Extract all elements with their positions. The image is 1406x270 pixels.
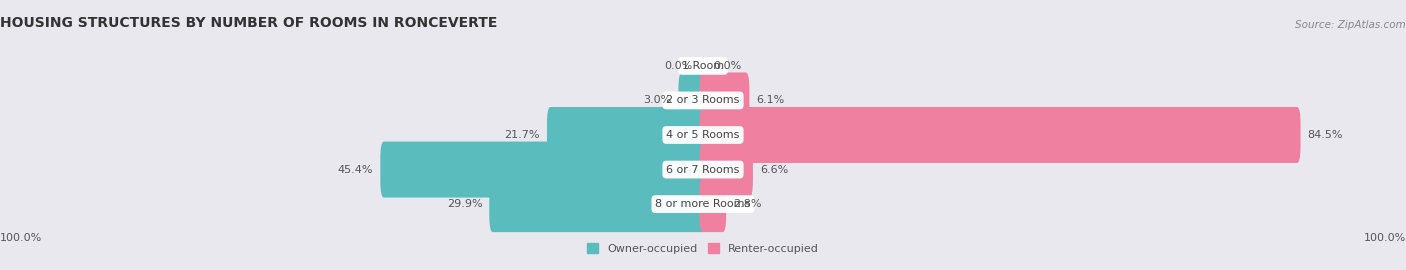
- Text: 1 Room: 1 Room: [682, 61, 724, 71]
- FancyBboxPatch shape: [0, 33, 1406, 168]
- Text: 100.0%: 100.0%: [0, 234, 42, 244]
- FancyBboxPatch shape: [380, 141, 707, 198]
- Text: 6.6%: 6.6%: [759, 164, 789, 175]
- Text: 45.4%: 45.4%: [337, 164, 374, 175]
- Text: 2.8%: 2.8%: [734, 199, 762, 209]
- Text: 100.0%: 100.0%: [1364, 234, 1406, 244]
- Text: 6 or 7 Rooms: 6 or 7 Rooms: [666, 164, 740, 175]
- Text: 0.0%: 0.0%: [664, 61, 693, 71]
- FancyBboxPatch shape: [547, 107, 707, 163]
- Text: 0.0%: 0.0%: [713, 61, 742, 71]
- Text: 3.0%: 3.0%: [643, 95, 672, 106]
- Text: 84.5%: 84.5%: [1308, 130, 1343, 140]
- Text: 8 or more Rooms: 8 or more Rooms: [655, 199, 751, 209]
- Legend: Owner-occupied, Renter-occupied: Owner-occupied, Renter-occupied: [586, 244, 820, 254]
- Text: Source: ZipAtlas.com: Source: ZipAtlas.com: [1295, 20, 1406, 30]
- FancyBboxPatch shape: [700, 107, 1301, 163]
- Text: 2 or 3 Rooms: 2 or 3 Rooms: [666, 95, 740, 106]
- FancyBboxPatch shape: [700, 141, 754, 198]
- Text: 4 or 5 Rooms: 4 or 5 Rooms: [666, 130, 740, 140]
- Text: 29.9%: 29.9%: [447, 199, 482, 209]
- FancyBboxPatch shape: [0, 137, 1406, 270]
- FancyBboxPatch shape: [0, 68, 1406, 202]
- Text: HOUSING STRUCTURES BY NUMBER OF ROOMS IN RONCEVERTE: HOUSING STRUCTURES BY NUMBER OF ROOMS IN…: [0, 16, 498, 30]
- FancyBboxPatch shape: [0, 102, 1406, 237]
- Text: 21.7%: 21.7%: [505, 130, 540, 140]
- Text: 6.1%: 6.1%: [756, 95, 785, 106]
- FancyBboxPatch shape: [678, 72, 707, 129]
- FancyBboxPatch shape: [0, 0, 1406, 133]
- FancyBboxPatch shape: [489, 176, 707, 232]
- FancyBboxPatch shape: [700, 72, 749, 129]
- FancyBboxPatch shape: [700, 176, 725, 232]
